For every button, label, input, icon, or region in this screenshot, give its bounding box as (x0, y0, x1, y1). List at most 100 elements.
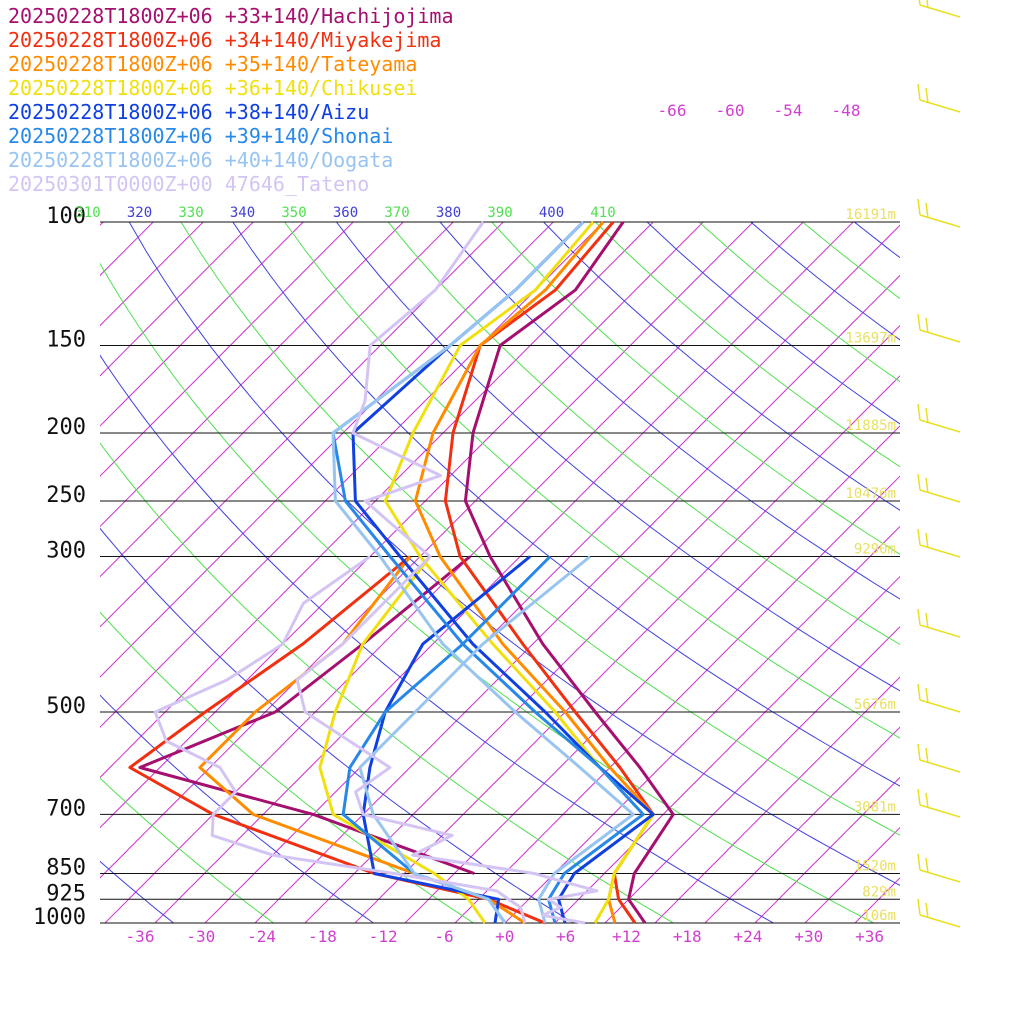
barb-shaft (919, 914, 961, 928)
isotherm-line (354, 375, 900, 923)
wind-barb (917, 898, 961, 928)
theta-label: 370 (384, 205, 409, 221)
sounding-profiles (128, 220, 675, 925)
barb-flag (925, 902, 929, 919)
height-label: 10476m (845, 486, 896, 502)
dewpoint-profile-line (318, 555, 487, 924)
legend: 20250228T1800Z+06 +33+140/Hachijojima 202… (8, 4, 454, 196)
temperature-axis-labels: -36 -30 -24 -18 -12 -6 +0 +6 +12 +18 +24 +30 +36 -66 -… (126, 101, 885, 946)
temperature-tick-label: +36 (855, 927, 884, 946)
isotherm-line (0, 222, 3, 923)
barb-flag (925, 477, 929, 494)
barb-flag (925, 612, 929, 629)
isotherm-line (204, 224, 900, 923)
pressure-label: 1000 (33, 905, 86, 930)
wind-barb (917, 528, 961, 558)
barb-flag (918, 0, 921, 6)
barb-flag (917, 473, 921, 491)
temperature-tick-label: -30 (186, 927, 215, 946)
barb-flag (917, 608, 921, 626)
isotherm-line (704, 726, 900, 923)
barb-flag (917, 788, 921, 806)
dry-adiabat-line (698, 222, 900, 383)
pressure-label: 700 (46, 796, 86, 821)
theta-label: 350 (281, 205, 306, 221)
isotherm-line (804, 826, 900, 923)
pressure-label: 150 (46, 327, 86, 352)
isotherm-line (454, 475, 900, 923)
moist-adiabat-line (750, 222, 900, 341)
temperature-tick-label: +18 (673, 927, 702, 946)
isotherm-line (554, 575, 900, 923)
barb-flag (925, 317, 929, 334)
pressure-label: 850 (46, 856, 86, 881)
height-label: 106m (862, 908, 896, 924)
dry-adiabat-line (100, 777, 274, 923)
temperature-tick-label: +6 (556, 927, 575, 946)
temperature-tick-label: -6 (434, 927, 453, 946)
pressure-label: 100 (46, 204, 86, 229)
barb-flag (917, 528, 921, 546)
dewpoint-profile-line (153, 555, 527, 924)
theta-label: 410 (590, 205, 615, 221)
height-label: 5676m (854, 697, 896, 713)
legend-entry: 20250228T1800Z+06 +34+140/Miyakejima (8, 28, 442, 52)
barb-flag (917, 403, 921, 421)
temperature-tick-label: -24 (247, 927, 276, 946)
barb-shaft (919, 329, 961, 343)
height-label: 16191m (845, 207, 896, 223)
temperature-tick-label: -18 (308, 927, 337, 946)
isotherm-line (854, 877, 900, 923)
barb-flag (925, 202, 929, 219)
wind-barb (917, 83, 961, 113)
dry-adiabat-line (180, 222, 900, 836)
isotherm-line (0, 222, 53, 923)
moist-adiabat-line (439, 222, 900, 600)
height-label: 3081m (854, 799, 896, 815)
isotherm-line (905, 222, 1024, 923)
theta-label: 340 (230, 205, 255, 221)
moist-adiabat-line (128, 222, 900, 886)
barb-shaft (919, 804, 961, 818)
dry-adiabat-line (1010, 222, 1024, 923)
isotherm-line (100, 222, 204, 327)
theta-label: 320 (127, 205, 152, 221)
isotherm-line (100, 222, 254, 377)
barb-flag (925, 532, 929, 549)
theta-label: 380 (436, 205, 461, 221)
theta-label: 360 (333, 205, 358, 221)
dry-adiabat-line (802, 222, 900, 300)
temperature-tick-label: +0 (495, 927, 514, 946)
theta-label: 330 (178, 205, 203, 221)
dewpoint-profile-line (128, 555, 546, 925)
isotherm-line (604, 626, 900, 923)
temperature-profile-line (463, 221, 675, 924)
pressure-label: 500 (46, 694, 86, 719)
wind-barb (917, 403, 961, 433)
barb-flag (926, 0, 929, 9)
top-temperature-label: -48 (832, 101, 861, 120)
wind-barb (917, 198, 961, 228)
theta-label: 390 (487, 205, 512, 221)
isotherm-line (1005, 222, 1024, 923)
barb-flag (925, 407, 929, 424)
wind-barb (917, 788, 961, 818)
legend-entry: 20250228T1800Z+06 +36+140/Chikusei (8, 76, 418, 100)
wind-barbs (917, 0, 961, 928)
barb-flag (917, 898, 921, 916)
barb-flag (917, 83, 921, 101)
barb-flag (917, 853, 921, 871)
pressure-label: 250 (46, 483, 86, 508)
barb-flag (917, 683, 921, 701)
moist-adiabat-line (958, 222, 1024, 923)
barb-flag (917, 743, 921, 761)
isotherm-line (754, 776, 900, 923)
barb-shaft (919, 699, 961, 713)
barb-shaft (919, 214, 961, 228)
theta-label: 400 (539, 205, 564, 221)
height-label: 1520m (854, 859, 896, 875)
wind-barb (917, 473, 961, 503)
legend-entry: 20250228T1800Z+06 +33+140/Hachijojima (8, 4, 454, 28)
temperature-tick-label: +30 (794, 927, 823, 946)
